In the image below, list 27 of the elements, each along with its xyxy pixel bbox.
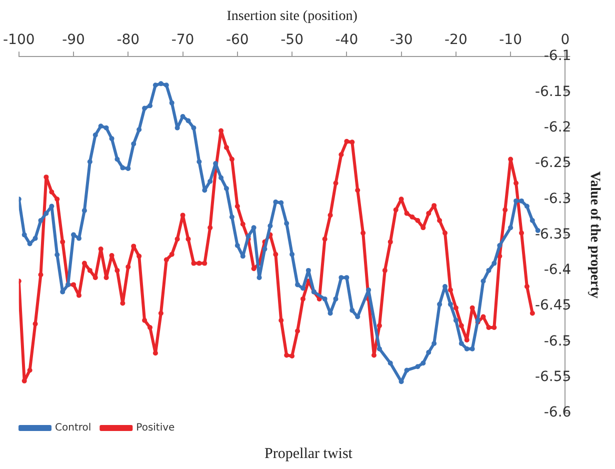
- y-tick-label: -6.35: [534, 226, 572, 242]
- x-tick-label: 0: [560, 32, 570, 48]
- x-tick-label: -90: [62, 32, 85, 48]
- y-tick-label: -6.6: [544, 404, 572, 421]
- x-tick-label: -80: [116, 32, 140, 48]
- x-tick-label: -60: [226, 32, 249, 48]
- x-tick-label: -100: [2, 32, 35, 48]
- y-tick-label: -6.2: [544, 120, 572, 136]
- y-tick-label: -6.55: [534, 369, 572, 385]
- y-tick-label: -6.1: [544, 48, 572, 64]
- x-tick-label: -50: [280, 32, 304, 48]
- x-tick-label: -20: [444, 32, 468, 48]
- y-tick-label: -6.15: [534, 84, 572, 100]
- y-tick-label: -6.3: [544, 190, 572, 207]
- text: Propellar twist: [264, 446, 354, 462]
- y-axis-title: Value of the property: [586, 171, 602, 298]
- y-tick-label: -6.25: [534, 155, 572, 172]
- x-tick-label: -70: [171, 32, 194, 48]
- x-tick-label: -30: [390, 32, 413, 48]
- legend-label: Positive: [136, 422, 175, 434]
- y-tick-label: -6.5: [544, 333, 572, 350]
- x-tick-label: -40: [335, 32, 358, 48]
- x-axis-title: Insertion site (position): [226, 9, 358, 24]
- x-tick-label: -10: [499, 32, 522, 48]
- legend-label: Control: [55, 422, 92, 434]
- y-tick-label: -6.4: [544, 262, 572, 278]
- y-tick-label: -6.45: [534, 298, 572, 314]
